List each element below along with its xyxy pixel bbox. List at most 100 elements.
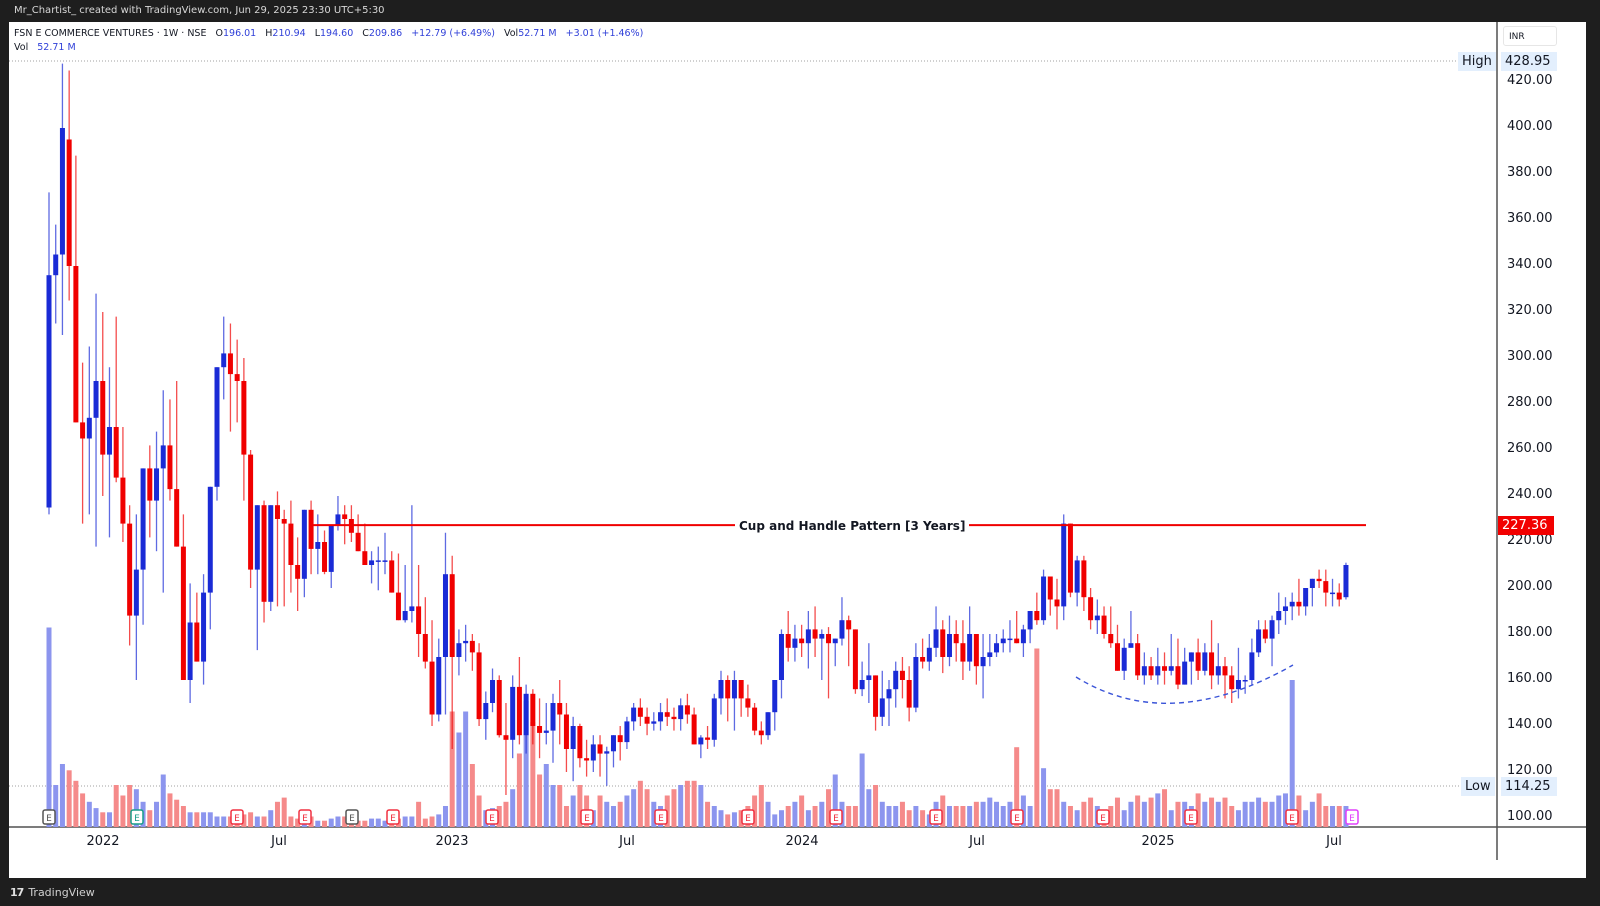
earnings-marker[interactable]: E <box>345 809 359 825</box>
candle[interactable] <box>879 698 885 717</box>
candle[interactable] <box>328 525 334 572</box>
candle[interactable] <box>1128 643 1134 648</box>
candle[interactable] <box>920 657 926 662</box>
candle[interactable] <box>1121 647 1127 671</box>
candle[interactable] <box>711 698 717 740</box>
candle[interactable] <box>530 693 536 726</box>
candle[interactable] <box>127 523 133 616</box>
candle[interactable] <box>469 640 475 653</box>
candle[interactable] <box>207 486 213 593</box>
candle[interactable] <box>570 726 576 749</box>
candle[interactable] <box>1276 611 1282 621</box>
candle[interactable] <box>395 592 401 621</box>
candle[interactable] <box>409 606 415 611</box>
candle[interactable] <box>1215 666 1221 676</box>
candle[interactable] <box>1269 620 1275 639</box>
candle[interactable] <box>1209 652 1215 676</box>
candle[interactable] <box>731 680 737 699</box>
candle[interactable] <box>1148 666 1154 676</box>
candle[interactable] <box>792 638 798 648</box>
candle[interactable] <box>416 606 422 634</box>
candle[interactable] <box>1336 592 1342 600</box>
earnings-marker[interactable]: E <box>42 809 56 825</box>
candle[interactable] <box>1323 581 1329 593</box>
candle[interactable] <box>53 254 59 276</box>
candle[interactable] <box>1343 565 1349 598</box>
candle[interactable] <box>301 509 307 579</box>
candle[interactable] <box>832 638 838 644</box>
candle[interactable] <box>543 730 549 733</box>
candle[interactable] <box>315 542 321 549</box>
candle[interactable] <box>187 622 193 681</box>
candle[interactable] <box>718 680 724 699</box>
candle[interactable] <box>1027 611 1033 630</box>
candle[interactable] <box>1282 606 1288 611</box>
candle[interactable] <box>490 680 496 703</box>
candle[interactable] <box>1289 601 1295 607</box>
candle[interactable] <box>940 629 946 657</box>
earnings-marker[interactable]: E <box>386 809 400 825</box>
candle[interactable] <box>59 128 65 255</box>
candle[interactable] <box>550 703 556 731</box>
candle[interactable] <box>241 381 247 455</box>
candle[interactable] <box>624 721 630 743</box>
candle[interactable] <box>436 657 442 715</box>
candle[interactable] <box>1074 560 1080 593</box>
candle[interactable] <box>355 532 361 552</box>
candle[interactable] <box>1249 652 1255 680</box>
candle[interactable] <box>933 629 939 648</box>
candle[interactable] <box>80 422 86 439</box>
earnings-marker[interactable]: E <box>1096 809 1110 825</box>
candle[interactable] <box>335 514 341 526</box>
candle[interactable] <box>369 560 375 565</box>
candle[interactable] <box>758 730 764 736</box>
candle[interactable] <box>180 546 186 680</box>
candle[interactable] <box>281 519 287 524</box>
candle[interactable] <box>46 275 52 508</box>
earnings-marker[interactable]: E <box>298 809 312 825</box>
candle[interactable] <box>402 611 408 621</box>
candle[interactable] <box>234 374 240 381</box>
candle[interactable] <box>516 686 522 736</box>
candle[interactable] <box>1162 666 1168 671</box>
candle[interactable] <box>160 445 166 469</box>
candle[interactable] <box>463 640 469 644</box>
candle[interactable] <box>805 629 811 644</box>
earnings-marker[interactable]: E <box>230 809 244 825</box>
earnings-marker[interactable]: E <box>1184 809 1198 825</box>
candle[interactable] <box>644 716 650 724</box>
candle[interactable] <box>274 505 280 519</box>
candle[interactable] <box>308 509 314 549</box>
candle[interactable] <box>322 542 328 572</box>
candle[interactable] <box>483 703 489 720</box>
candle[interactable] <box>765 712 771 736</box>
candle[interactable] <box>154 468 160 501</box>
candle[interactable] <box>651 721 657 724</box>
candle[interactable] <box>1242 680 1248 682</box>
candle[interactable] <box>698 737 704 745</box>
candle[interactable] <box>1182 661 1188 685</box>
candle[interactable] <box>886 689 892 699</box>
candle[interactable] <box>93 381 99 418</box>
candle[interactable] <box>772 680 778 713</box>
tradingview-logo[interactable]: 17 TradingView <box>10 886 95 899</box>
candle[interactable] <box>799 638 805 644</box>
candle[interactable] <box>899 670 905 680</box>
candle[interactable] <box>752 707 758 731</box>
volume-indicator-label[interactable]: Vol <box>14 42 29 53</box>
candle[interactable] <box>664 712 670 717</box>
candle[interactable] <box>631 707 637 722</box>
candle[interactable] <box>1155 666 1161 676</box>
candle[interactable] <box>1330 592 1336 595</box>
candle[interactable] <box>1094 615 1100 621</box>
candle[interactable] <box>1262 629 1268 639</box>
candle[interactable] <box>221 353 227 368</box>
candle[interactable] <box>597 744 603 754</box>
candle[interactable] <box>476 652 482 720</box>
candle[interactable] <box>906 680 912 708</box>
candle[interactable] <box>846 620 852 630</box>
candle[interactable] <box>362 551 368 565</box>
candle[interactable] <box>429 661 435 715</box>
symbol-name[interactable]: FSN E COMMERCE VENTURES · 1W · NSE <box>14 28 207 39</box>
